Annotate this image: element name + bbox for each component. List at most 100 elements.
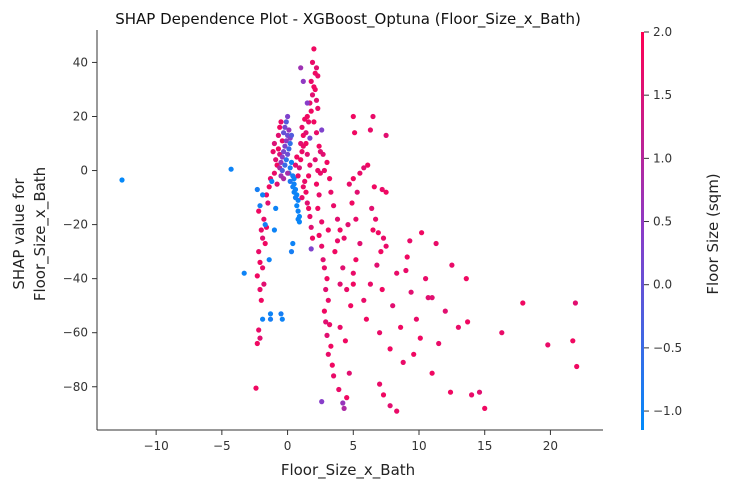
y-tick-label: 0 bbox=[80, 164, 88, 178]
scatter-point bbox=[465, 319, 471, 325]
scatter-point bbox=[254, 273, 260, 279]
colorbar-tick-label: 0.5 bbox=[653, 215, 672, 229]
chart-title: SHAP Dependence Plot - XGBoost_Optuna (F… bbox=[115, 10, 581, 29]
scatter-point bbox=[349, 200, 355, 206]
scatter-point bbox=[281, 130, 287, 136]
scatter-point bbox=[271, 227, 277, 233]
scatter-point bbox=[290, 240, 296, 247]
scatter-point bbox=[282, 143, 288, 149]
scatter-point bbox=[262, 240, 268, 247]
scatter-point bbox=[278, 159, 284, 165]
scatter-point bbox=[260, 265, 266, 271]
scatter-point bbox=[309, 59, 316, 65]
scatter-point bbox=[295, 173, 301, 179]
scatter-point bbox=[324, 276, 330, 282]
scatter-point bbox=[325, 351, 331, 357]
scatter-point bbox=[342, 338, 348, 344]
scatter-point bbox=[256, 208, 262, 214]
y-tick-label: 20 bbox=[73, 109, 88, 123]
scatter-point bbox=[348, 303, 354, 309]
x-tick-label: 20 bbox=[543, 439, 558, 453]
scatter-point bbox=[394, 408, 400, 414]
scatter-point bbox=[408, 289, 414, 295]
scatter-point bbox=[313, 65, 320, 71]
scatter-point bbox=[298, 157, 304, 163]
scatter-point bbox=[304, 151, 310, 157]
scatter-point bbox=[287, 140, 293, 147]
scatter-point bbox=[315, 105, 321, 111]
scatter-point bbox=[313, 181, 320, 187]
scatter-point bbox=[260, 192, 266, 198]
scatter-point bbox=[319, 127, 325, 133]
colorbar-tick-label: 0.0 bbox=[653, 278, 672, 292]
scatter-point bbox=[286, 127, 292, 133]
scatter-point bbox=[345, 222, 351, 228]
scatter-point bbox=[403, 267, 409, 274]
colorbar-tick-label: 2.0 bbox=[653, 25, 672, 39]
scatter-point bbox=[463, 276, 469, 282]
scatter-point bbox=[303, 189, 309, 195]
scatter-point bbox=[429, 295, 435, 301]
scatter-point bbox=[404, 254, 410, 260]
scatter-point bbox=[228, 166, 234, 172]
scatter-point bbox=[353, 257, 359, 263]
scatter-point bbox=[300, 78, 306, 84]
y-axis-ticks: −80 −60 −40 −20 0 20 40 bbox=[63, 55, 97, 394]
scatter-point bbox=[298, 65, 304, 71]
scatter-point bbox=[282, 162, 288, 168]
scatter-point bbox=[267, 311, 274, 317]
scatter-point bbox=[320, 151, 326, 157]
scatter-point bbox=[387, 346, 393, 352]
scatter-point bbox=[302, 178, 308, 184]
scatter-point bbox=[300, 184, 306, 190]
y-axis-label-line-1: SHAP value for bbox=[10, 178, 28, 290]
scatter-point bbox=[253, 385, 259, 391]
scatter-point bbox=[267, 316, 274, 322]
scatter-point bbox=[296, 219, 302, 225]
y-axis-label-line-2: Floor_Size_x_Bath bbox=[31, 167, 50, 301]
scatter-point bbox=[307, 162, 313, 168]
scatter-point bbox=[417, 335, 423, 341]
y-tick-label: −80 bbox=[63, 380, 88, 394]
scatter-point bbox=[315, 205, 321, 211]
scatter-point bbox=[283, 157, 289, 163]
x-tick-label: 5 bbox=[349, 439, 357, 453]
scatter-point bbox=[545, 342, 551, 348]
scatter-point bbox=[303, 130, 309, 136]
scatter-point bbox=[288, 159, 295, 165]
scatter-point bbox=[261, 216, 267, 222]
scatter-point bbox=[413, 316, 419, 322]
scatter-point bbox=[308, 108, 314, 114]
scatter-point bbox=[283, 119, 289, 125]
scatter-point bbox=[316, 143, 322, 149]
scatter-point bbox=[377, 381, 383, 387]
scatter-point bbox=[288, 132, 295, 138]
scatter-point bbox=[357, 240, 363, 247]
scatter-point bbox=[257, 203, 263, 209]
scatter-point bbox=[274, 181, 280, 187]
scatter-point bbox=[482, 405, 488, 411]
scatter-point bbox=[433, 240, 439, 247]
scatter-point bbox=[271, 140, 277, 147]
scatter-point bbox=[361, 165, 367, 171]
scatter-point bbox=[572, 300, 579, 306]
scatter-point bbox=[287, 165, 293, 171]
y-tick-label: 40 bbox=[73, 55, 88, 69]
scatter-point bbox=[291, 189, 297, 195]
scatter-point bbox=[285, 151, 291, 157]
scatter-point bbox=[373, 216, 379, 222]
scatter-point bbox=[323, 286, 329, 293]
scatter-point bbox=[383, 132, 389, 138]
scatter-point bbox=[329, 362, 335, 368]
scatter-point bbox=[340, 265, 346, 271]
scatter-point bbox=[275, 132, 281, 138]
scatter-point bbox=[323, 319, 329, 325]
scatter-point bbox=[256, 249, 262, 255]
colorbar-label-group: Floor Size (sqm) bbox=[704, 173, 722, 294]
scatter-point bbox=[390, 303, 396, 309]
scatter-point bbox=[324, 159, 330, 165]
scatter-point bbox=[334, 216, 341, 222]
x-tick-label: 10 bbox=[411, 439, 426, 453]
scatter-point bbox=[271, 170, 277, 176]
scatter-point bbox=[299, 195, 305, 201]
